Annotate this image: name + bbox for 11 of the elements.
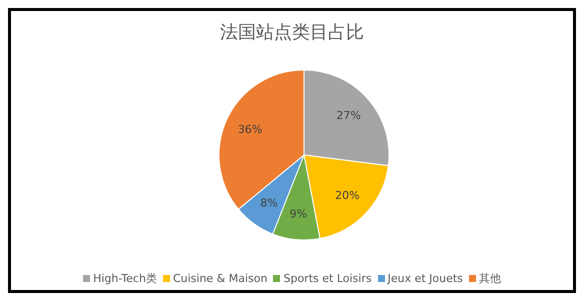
data-label: 8% xyxy=(260,196,278,210)
chart-title: 法国站点类目占比 xyxy=(219,21,365,45)
data-label: 9% xyxy=(290,208,308,221)
legend-label: High-Tech类 xyxy=(93,271,157,286)
legend-label: 其他 xyxy=(478,271,501,286)
legend-label: Sports et Loisirs xyxy=(283,272,372,285)
data-label: 27% xyxy=(336,109,361,122)
legend-label: Jeux et Jouets xyxy=(388,272,463,285)
legend-label: Cuisine & Maison xyxy=(172,272,268,285)
data-label: 36% xyxy=(238,123,262,136)
data-label: 20% xyxy=(335,189,360,202)
